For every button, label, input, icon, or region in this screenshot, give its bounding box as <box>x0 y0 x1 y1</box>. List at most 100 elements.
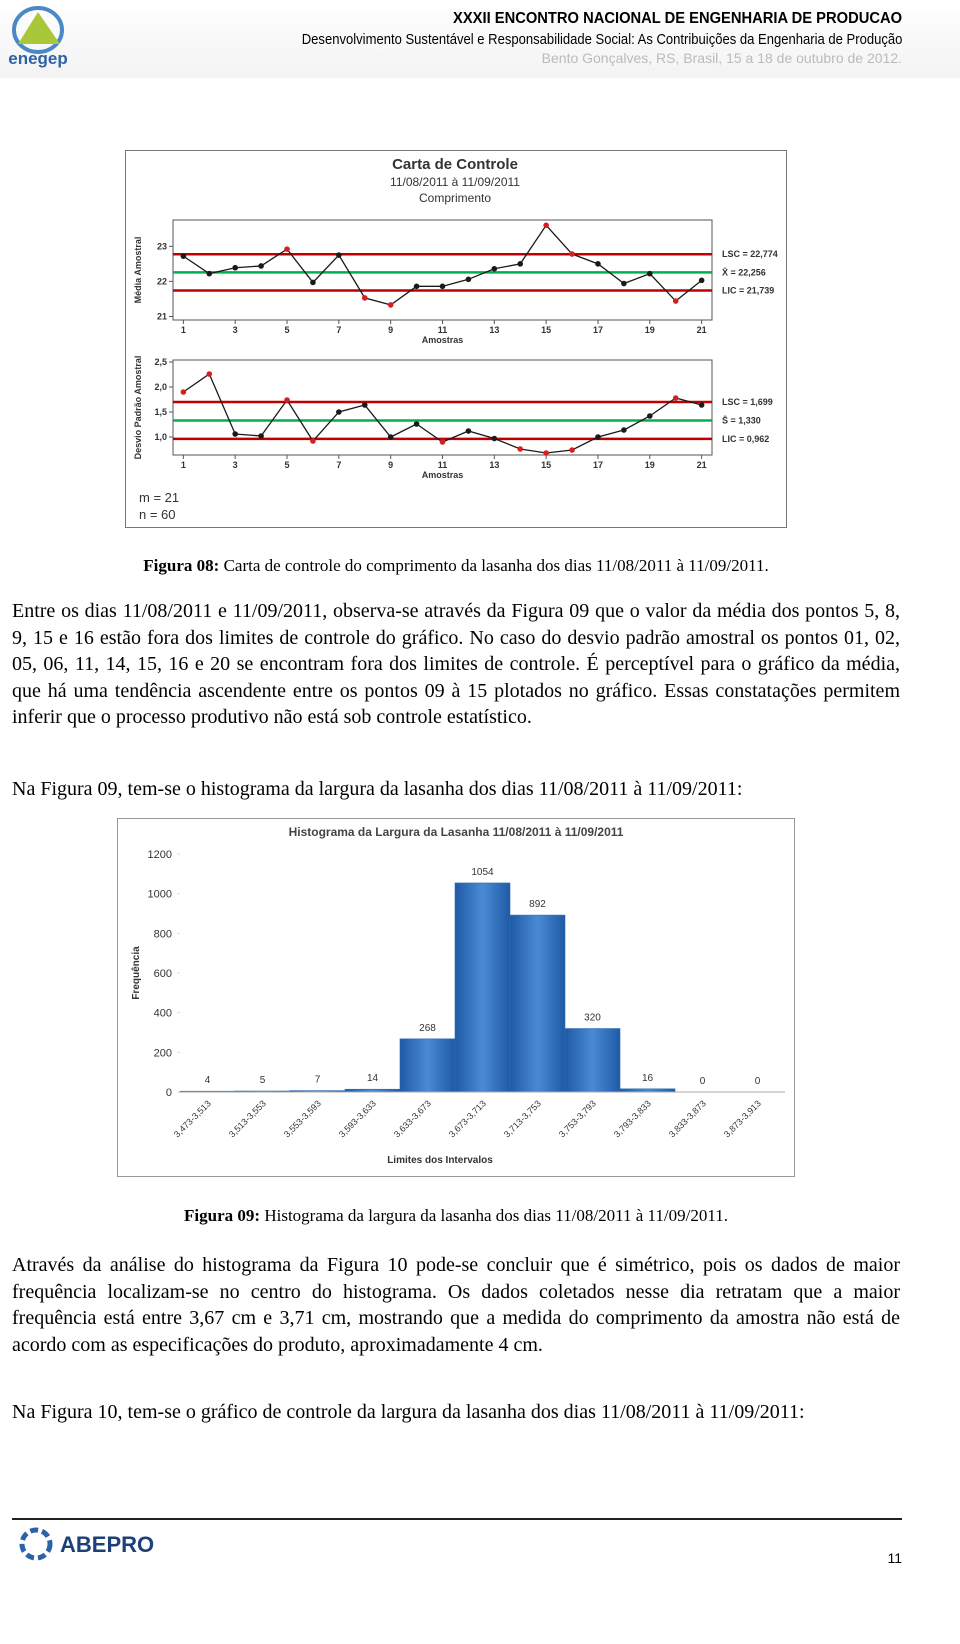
point <box>517 261 524 267</box>
chart-title: Histograma da Largura da Lasanha 11/08/2… <box>289 825 624 839</box>
point <box>258 263 264 269</box>
x-tick-label: 13 <box>489 460 499 470</box>
point <box>672 298 679 304</box>
y-tick-label: 1,0 <box>154 432 167 442</box>
point <box>336 409 342 415</box>
x-tick-label: 1 <box>181 460 186 470</box>
point <box>491 265 498 272</box>
histogram-figure: Histograma da Largura da Lasanha 11/08/2… <box>117 818 795 1177</box>
note: n = 60 <box>139 507 176 522</box>
figure-title: Carta de Controle <box>392 156 518 173</box>
value-label: 892 <box>529 899 546 910</box>
figure-frame <box>125 150 787 528</box>
point <box>206 270 213 277</box>
point <box>284 246 290 252</box>
logo-triangle <box>18 12 60 44</box>
value-label: 5 <box>260 1075 266 1086</box>
figure-period: 11/08/2011 à 11/09/2011 <box>390 175 520 189</box>
y-tick-label: 1,5 <box>154 407 167 417</box>
x-tick-label: 21 <box>697 325 707 335</box>
paragraph: Na Figura 10, tem-se o gráfico de contro… <box>12 1401 805 1423</box>
value-label: 14 <box>367 1073 379 1084</box>
point <box>361 295 368 301</box>
point <box>647 413 653 419</box>
point <box>698 402 705 408</box>
paragraph: Entre os dias 11/08/2011 e 11/09/2011, o… <box>12 600 900 729</box>
control-limit-label: S̄ = 1,330 <box>722 415 761 425</box>
y-tick-label: 600 <box>154 968 172 980</box>
conference-subtitle: Desenvolvimento Sustentável e Responsabi… <box>301 32 902 48</box>
point <box>336 252 342 258</box>
x-tick-label: 11 <box>438 460 448 470</box>
header: enegep XXXII ENCONTRO NACIONAL DE ENGENH… <box>0 0 960 78</box>
bar <box>454 882 511 1093</box>
value-label: 0 <box>700 1076 706 1087</box>
bar <box>509 914 566 1093</box>
conference-title: XXXII ENCONTRO NACIONAL DE ENGENHARIA DE… <box>452 10 902 27</box>
logo-ring <box>12 6 64 54</box>
x-tick-label: 19 <box>645 460 655 470</box>
footer-logo: ABEPRO <box>19 1527 154 1561</box>
logo-text: ABEPRO <box>60 1532 154 1557</box>
y-tick-label: 800 <box>154 928 172 940</box>
point <box>465 276 472 283</box>
point <box>647 270 653 277</box>
logo-mark <box>19 1527 53 1561</box>
x-tick-label: 13 <box>489 325 499 335</box>
point <box>361 402 368 408</box>
x-tick-label: 21 <box>697 460 707 470</box>
header-logo: enegep <box>8 6 68 68</box>
x-axis-label: Limites dos Intervalos <box>387 1155 493 1166</box>
x-tick-label: 15 <box>541 460 551 470</box>
y-tick-label: 1200 <box>148 849 172 861</box>
figure-caption: Figura 09: Histograma da largura da lasa… <box>12 1206 900 1226</box>
point <box>569 251 575 257</box>
point <box>621 280 627 287</box>
point <box>621 427 627 433</box>
paragraph: Na Figura 09, tem-se o histograma da lar… <box>12 778 743 800</box>
x-tick-label: 17 <box>593 325 603 335</box>
y-tick-label: 400 <box>154 1008 172 1020</box>
point <box>439 439 446 445</box>
bar <box>399 1038 456 1093</box>
point <box>413 421 420 427</box>
value-label: 0 <box>755 1076 761 1087</box>
x-tick-label: 3 <box>233 325 238 335</box>
point <box>310 279 316 286</box>
point <box>595 434 601 440</box>
point <box>310 438 316 444</box>
x-tick-label: 5 <box>285 325 290 335</box>
control-limit-label: LIC = 0,962 <box>722 434 769 444</box>
control-limit-label: LIC = 21,739 <box>722 286 774 296</box>
point <box>232 431 238 437</box>
x-tick-label: 9 <box>388 460 393 470</box>
value-label: 320 <box>584 1013 601 1024</box>
x-tick-label: 19 <box>645 325 655 335</box>
point <box>465 428 472 434</box>
point <box>413 283 420 290</box>
x-tick-label: 15 <box>541 325 551 335</box>
caption-text: Histograma da largura da lasanha dos dia… <box>264 1206 728 1225</box>
x-axis-label: Amostras <box>422 335 464 345</box>
x-tick-label: 11 <box>438 325 448 335</box>
point <box>698 277 705 284</box>
point <box>439 283 446 290</box>
point <box>232 264 238 271</box>
point <box>517 446 524 452</box>
y-tick-label: 0 <box>166 1087 172 1099</box>
caption-label: Figura 08: <box>143 556 220 575</box>
control-limit-label: LSC = 1,699 <box>722 397 773 407</box>
point <box>387 302 394 308</box>
point <box>543 222 549 229</box>
value-label: 268 <box>419 1023 436 1034</box>
footer-rule <box>12 1518 902 1520</box>
caption-label: Figura 09: <box>184 1206 261 1225</box>
point <box>284 397 290 403</box>
y-tick-label: 1000 <box>148 889 172 901</box>
point <box>569 447 575 453</box>
point <box>180 253 187 259</box>
page-number: 11 <box>887 1550 902 1566</box>
y-tick-label: 2,0 <box>154 382 167 392</box>
y-tick-label: 2,5 <box>154 357 167 367</box>
